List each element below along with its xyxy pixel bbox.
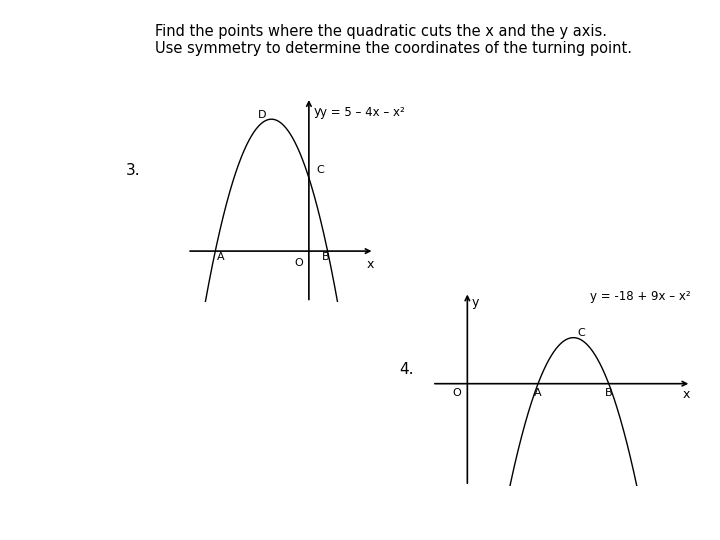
- Text: 4.: 4.: [400, 362, 414, 377]
- Text: Find the points where the quadratic cuts the x and the y axis.: Find the points where the quadratic cuts…: [155, 24, 607, 39]
- Text: y = 5 – 4x – x²: y = 5 – 4x – x²: [320, 106, 405, 119]
- Text: C: C: [316, 165, 324, 176]
- Text: Use symmetry to determine the coordinates of the turning point.: Use symmetry to determine the coordinate…: [155, 40, 632, 56]
- Text: y: y: [314, 105, 321, 118]
- Text: O: O: [294, 259, 303, 268]
- Text: C: C: [577, 328, 585, 338]
- Text: A: A: [534, 388, 542, 398]
- Text: B: B: [605, 388, 613, 398]
- Text: x: x: [683, 388, 690, 401]
- Text: y: y: [472, 296, 480, 309]
- Text: 3.: 3.: [126, 163, 140, 178]
- Text: A: A: [217, 252, 225, 262]
- Text: D: D: [258, 110, 266, 120]
- Text: x: x: [367, 259, 374, 272]
- Text: O: O: [453, 388, 462, 398]
- Text: B: B: [322, 252, 330, 262]
- Text: y = -18 + 9x – x²: y = -18 + 9x – x²: [590, 290, 690, 303]
